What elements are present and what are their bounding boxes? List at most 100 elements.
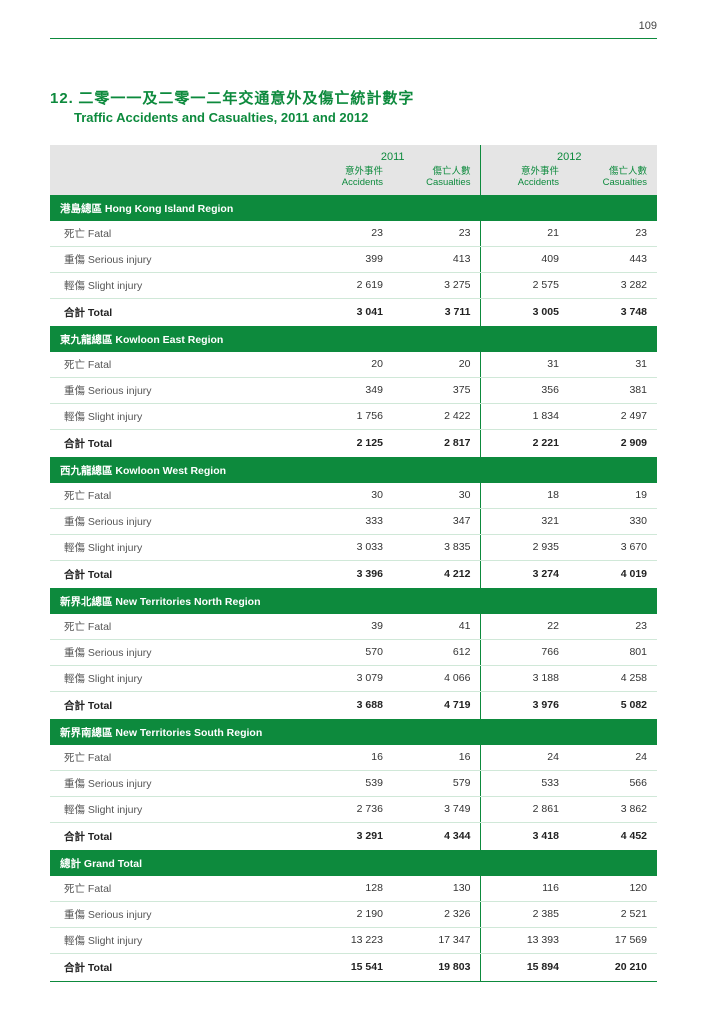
cell-c11: 3 275 bbox=[393, 272, 481, 298]
year-2011: 2011 bbox=[305, 145, 481, 164]
cell-a12: 31 bbox=[481, 352, 569, 378]
table-row: 輕傷 Slight injury1 7562 4221 8342 497 bbox=[50, 403, 657, 429]
total-c11: 4 212 bbox=[393, 560, 481, 588]
table-row: 死亡 Fatal30301819 bbox=[50, 483, 657, 509]
table-row: 死亡 Fatal16162424 bbox=[50, 745, 657, 771]
cell-a12: 321 bbox=[481, 508, 569, 534]
cell-c12: 17 569 bbox=[569, 927, 657, 953]
row-label: 輕傷 Slight injury bbox=[50, 665, 305, 691]
total-a12: 2 221 bbox=[481, 429, 569, 457]
total-row: 合計 Total3 6884 7193 9765 082 bbox=[50, 691, 657, 719]
cell-a11: 128 bbox=[305, 876, 393, 902]
total-a12: 3 005 bbox=[481, 298, 569, 326]
region-header: 東九龍總區 Kowloon East Region bbox=[50, 326, 657, 352]
row-label: 重傷 Serious injury bbox=[50, 377, 305, 403]
cell-c12: 566 bbox=[569, 770, 657, 796]
cell-c11: 579 bbox=[393, 770, 481, 796]
cell-a11: 570 bbox=[305, 639, 393, 665]
data-table: 2011 2012 意外事件Accidents 傷亡人數Casualties 意… bbox=[50, 145, 657, 982]
title-zh: 二零一一及二零一二年交通意外及傷亡統計數字 bbox=[78, 90, 414, 107]
cell-c11: 413 bbox=[393, 246, 481, 272]
total-a11: 2 125 bbox=[305, 429, 393, 457]
table-row: 輕傷 Slight injury13 22317 34713 39317 569 bbox=[50, 927, 657, 953]
region-name: 新界北總區 New Territories North Region bbox=[50, 588, 657, 614]
row-label: 重傷 Serious injury bbox=[50, 639, 305, 665]
table-row: 重傷 Serious injury399413409443 bbox=[50, 246, 657, 272]
total-c11: 4 344 bbox=[393, 822, 481, 850]
region-name: 西九龍總區 Kowloon West Region bbox=[50, 457, 657, 483]
cell-c12: 23 bbox=[569, 614, 657, 640]
cell-a11: 333 bbox=[305, 508, 393, 534]
cell-a11: 2 736 bbox=[305, 796, 393, 822]
row-label: 死亡 Fatal bbox=[50, 745, 305, 771]
cell-c12: 23 bbox=[569, 221, 657, 247]
total-a12: 3 976 bbox=[481, 691, 569, 719]
total-c11: 3 711 bbox=[393, 298, 481, 326]
cell-c12: 3 670 bbox=[569, 534, 657, 560]
title-en: Traffic Accidents and Casualties, 2011 a… bbox=[74, 110, 657, 125]
row-label: 重傷 Serious injury bbox=[50, 901, 305, 927]
table-row: 輕傷 Slight injury3 0333 8352 9353 670 bbox=[50, 534, 657, 560]
region-header: 新界北總區 New Territories North Region bbox=[50, 588, 657, 614]
row-label: 輕傷 Slight injury bbox=[50, 927, 305, 953]
cell-c12: 19 bbox=[569, 483, 657, 509]
row-label: 死亡 Fatal bbox=[50, 352, 305, 378]
cell-c12: 2 521 bbox=[569, 901, 657, 927]
cell-c11: 3 749 bbox=[393, 796, 481, 822]
total-a11: 15 541 bbox=[305, 953, 393, 981]
cell-c11: 2 422 bbox=[393, 403, 481, 429]
region-name: 總計 Grand Total bbox=[50, 850, 657, 876]
year-header-row: 2011 2012 bbox=[50, 145, 657, 164]
total-row: 合計 Total3 0413 7113 0053 748 bbox=[50, 298, 657, 326]
col-accidents-2012: 意外事件Accidents bbox=[481, 164, 569, 195]
total-a12: 15 894 bbox=[481, 953, 569, 981]
cell-a11: 13 223 bbox=[305, 927, 393, 953]
cell-c11: 3 835 bbox=[393, 534, 481, 560]
cell-a11: 539 bbox=[305, 770, 393, 796]
title-prefix: 12. bbox=[50, 90, 74, 107]
region-name: 新界南總區 New Territories South Region bbox=[50, 719, 657, 745]
cell-a11: 39 bbox=[305, 614, 393, 640]
cell-c11: 130 bbox=[393, 876, 481, 902]
table-row: 重傷 Serious injury570612766801 bbox=[50, 639, 657, 665]
cell-a12: 533 bbox=[481, 770, 569, 796]
row-label: 死亡 Fatal bbox=[50, 221, 305, 247]
cell-a12: 356 bbox=[481, 377, 569, 403]
total-row: 合計 Total3 3964 2123 2744 019 bbox=[50, 560, 657, 588]
cell-c11: 20 bbox=[393, 352, 481, 378]
cell-c11: 23 bbox=[393, 221, 481, 247]
row-label: 輕傷 Slight injury bbox=[50, 534, 305, 560]
title-line: 12. 二零一一及二零一二年交通意外及傷亡統計數字 bbox=[50, 87, 657, 108]
cell-a12: 766 bbox=[481, 639, 569, 665]
cell-a11: 20 bbox=[305, 352, 393, 378]
table-row: 死亡 Fatal128130116120 bbox=[50, 876, 657, 902]
table-row: 重傷 Serious injury333347321330 bbox=[50, 508, 657, 534]
table-row: 重傷 Serious injury539579533566 bbox=[50, 770, 657, 796]
region-header: 總計 Grand Total bbox=[50, 850, 657, 876]
row-label: 輕傷 Slight injury bbox=[50, 403, 305, 429]
cell-a11: 16 bbox=[305, 745, 393, 771]
cell-c11: 375 bbox=[393, 377, 481, 403]
table-row: 輕傷 Slight injury3 0794 0663 1884 258 bbox=[50, 665, 657, 691]
cell-a11: 2 190 bbox=[305, 901, 393, 927]
total-label: 合計 Total bbox=[50, 429, 305, 457]
cell-a12: 2 935 bbox=[481, 534, 569, 560]
cell-a12: 1 834 bbox=[481, 403, 569, 429]
cell-a11: 3 033 bbox=[305, 534, 393, 560]
cell-c12: 3 282 bbox=[569, 272, 657, 298]
total-a11: 3 041 bbox=[305, 298, 393, 326]
cell-c12: 31 bbox=[569, 352, 657, 378]
cell-a12: 2 385 bbox=[481, 901, 569, 927]
table-row: 輕傷 Slight injury2 6193 2752 5753 282 bbox=[50, 272, 657, 298]
row-label: 死亡 Fatal bbox=[50, 876, 305, 902]
page-number: 109 bbox=[50, 20, 657, 32]
total-c12: 5 082 bbox=[569, 691, 657, 719]
cell-c12: 120 bbox=[569, 876, 657, 902]
cell-c12: 2 497 bbox=[569, 403, 657, 429]
row-label: 重傷 Serious injury bbox=[50, 508, 305, 534]
total-a11: 3 291 bbox=[305, 822, 393, 850]
total-label: 合計 Total bbox=[50, 298, 305, 326]
cell-a11: 349 bbox=[305, 377, 393, 403]
total-label: 合計 Total bbox=[50, 691, 305, 719]
table-row: 重傷 Serious injury349375356381 bbox=[50, 377, 657, 403]
